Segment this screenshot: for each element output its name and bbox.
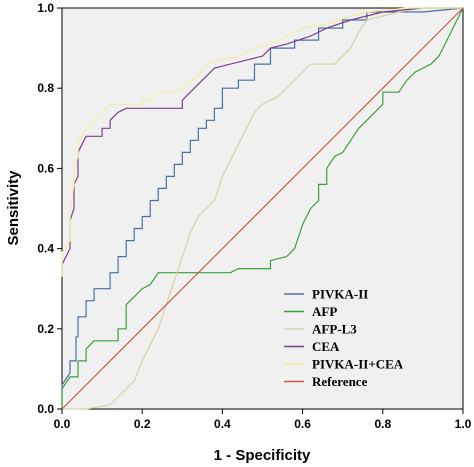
x-tick-label: 1.0 <box>455 417 472 431</box>
x-axis-title: 1 - Specificity <box>214 447 311 464</box>
series-line-reference <box>61 7 464 410</box>
y-tick-label: 0.6 <box>37 161 54 175</box>
y-tick-label: 0.4 <box>37 242 54 256</box>
legend-label-pivka-ii-cea: PIVKA-II+CEA <box>312 357 404 372</box>
legend-label-afp-l3: AFP-L3 <box>312 322 357 337</box>
y-tick-label: 0.2 <box>37 322 54 336</box>
series-line-cea <box>61 7 463 277</box>
legend-label-cea: CEA <box>312 339 340 354</box>
series-line-pivka-ii-cea <box>61 7 463 277</box>
x-tick-label: 0.4 <box>214 417 231 431</box>
x-tick-label: 0.8 <box>374 417 391 431</box>
series-layer <box>61 7 464 410</box>
x-tick-label: 0.2 <box>134 417 151 431</box>
y-tick-label: 0.8 <box>37 81 54 95</box>
y-tick-label: 0.0 <box>37 402 54 416</box>
y-tick-label: 1.0 <box>37 1 54 15</box>
series-line-afp-l3 <box>62 7 463 410</box>
y-axis-title: Sensitivity <box>5 170 22 246</box>
x-tick-label: 0.6 <box>294 417 311 431</box>
legend-label-pivka-ii: PIVKA-II <box>312 287 368 302</box>
ticks-layer: 0.0 0.2 0.4 0.6 0.8 1.0 0.0 0.2 0.4 0.6 0.8 1.0 <box>37 1 471 431</box>
legend-label-reference: Reference <box>312 374 368 389</box>
x-tick-label: 0.0 <box>54 417 71 431</box>
legend-box <box>280 282 415 395</box>
series-line-afp <box>61 7 464 409</box>
legend: PIVKA-II AFP AFP-L3 CEA PIVKA-II+CEA Referenc… <box>280 282 415 395</box>
legend-label-afp: AFP <box>312 304 337 319</box>
series-line-pivka-ii <box>61 7 464 409</box>
